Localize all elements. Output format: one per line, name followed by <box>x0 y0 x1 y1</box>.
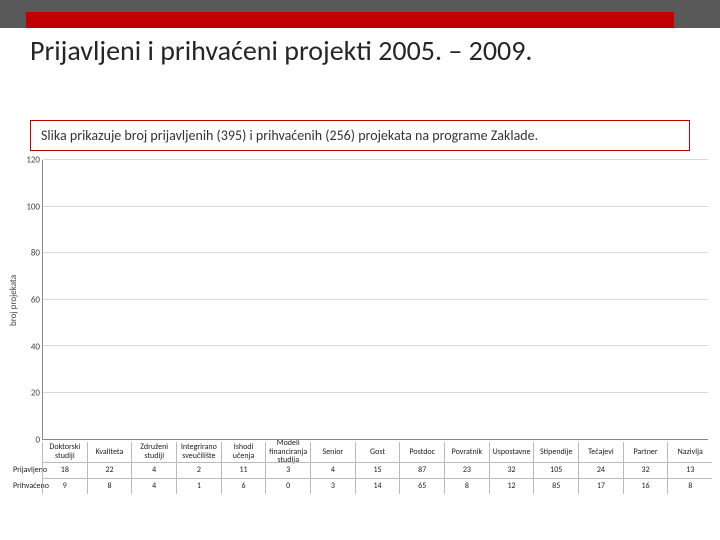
cell-prihvaceno: 8 <box>445 478 489 494</box>
gridline <box>43 392 708 393</box>
category-header: Stipendije <box>534 442 578 462</box>
cell-prijavljeno: 87 <box>400 462 444 478</box>
cell-prihvaceno: 9 <box>43 478 87 494</box>
cell-prijavljeno: 13 <box>668 462 712 478</box>
gridline <box>43 252 708 253</box>
cell-prihvaceno: 12 <box>490 478 534 494</box>
gridline <box>43 206 708 207</box>
table-column: Stipendije10585 <box>533 442 578 494</box>
cell-prijavljeno: 23 <box>445 462 489 478</box>
accent-stripe <box>26 12 674 28</box>
cell-prihvaceno: 3 <box>311 478 355 494</box>
category-header: Uspostavne <box>490 442 534 462</box>
table-column: Povratnik238 <box>444 442 489 494</box>
category-header: Tečajevi <box>579 442 623 462</box>
cell-prihvaceno: 8 <box>88 478 132 494</box>
ytick: 60 <box>31 295 40 306</box>
cell-prihvaceno: 6 <box>222 478 266 494</box>
category-header: Gost <box>356 442 400 462</box>
cell-prijavljeno: 4 <box>311 462 355 478</box>
cell-prihvaceno: 14 <box>356 478 400 494</box>
ytick: 0 <box>35 435 40 446</box>
ytick: 100 <box>26 201 40 212</box>
category-header: Kvaliteta <box>88 442 132 462</box>
cell-prijavljeno: 15 <box>356 462 400 478</box>
table-column: Kvaliteta228 <box>87 442 132 494</box>
table-column: Uspostavne3212 <box>489 442 534 494</box>
table-column: Postdoc8765 <box>399 442 444 494</box>
ytick: 120 <box>26 155 40 166</box>
cell-prijavljeno: 4 <box>132 462 176 478</box>
cell-prihvaceno: 85 <box>534 478 578 494</box>
table-column: Tečajevi2417 <box>578 442 623 494</box>
category-header: Integrirano sveučilište <box>177 442 221 462</box>
table-column: Ishodi učenja116 <box>221 442 266 494</box>
cell-prijavljeno: 105 <box>534 462 578 478</box>
chart-area: broj projekata 020406080100120 Prijavlje… <box>8 160 712 532</box>
category-header: Doktorski studiji <box>43 442 87 462</box>
ytick: 40 <box>31 341 40 352</box>
page-title: Prijavljeni i prihvaćeni projekti 2005. … <box>30 36 690 67</box>
table-column: Integrirano sveučilište21 <box>176 442 221 494</box>
category-header: Povratnik <box>445 442 489 462</box>
cell-prijavljeno: 11 <box>222 462 266 478</box>
category-header: Senior <box>311 442 355 462</box>
category-header: Združeni studiji <box>132 442 176 462</box>
y-axis-label: broj projekata <box>8 160 24 440</box>
category-header: Nazivlja <box>668 442 712 462</box>
category-header: Modeli financiranja studija <box>266 442 310 462</box>
cell-prihvaceno: 16 <box>624 478 668 494</box>
table-column: Nazivlja138 <box>667 442 712 494</box>
table-column: Doktorski studiji189 <box>42 442 87 494</box>
cell-prihvaceno: 4 <box>132 478 176 494</box>
table-column: Partner3216 <box>623 442 668 494</box>
legend-series-a: Prijavljeno <box>8 462 42 478</box>
category-header: Ishodi učenja <box>222 442 266 462</box>
cell-prihvaceno: 8 <box>668 478 712 494</box>
cell-prijavljeno: 22 <box>88 462 132 478</box>
cell-prihvaceno: 17 <box>579 478 623 494</box>
cell-prijavljeno: 32 <box>624 462 668 478</box>
category-header: Partner <box>624 442 668 462</box>
cell-prihvaceno: 65 <box>400 478 444 494</box>
category-header: Postdoc <box>400 442 444 462</box>
cell-prijavljeno: 3 <box>266 462 310 478</box>
data-table: Prijavljeno Prihvaćeno Doktorski studiji… <box>8 442 712 494</box>
cell-prijavljeno: 18 <box>43 462 87 478</box>
table-column: Modeli financiranja studija30 <box>265 442 310 494</box>
cell-prijavljeno: 32 <box>490 462 534 478</box>
ytick: 20 <box>31 388 40 399</box>
top-band <box>0 0 720 28</box>
chart-caption: Slika prikazuje broj prijavljenih (395) … <box>30 120 690 151</box>
legend-series-b: Prihvaćeno <box>8 478 42 494</box>
table-column: Združeni studiji44 <box>131 442 176 494</box>
cell-prihvaceno: 0 <box>266 478 310 494</box>
y-axis-ticks: 020406080100120 <box>24 160 42 440</box>
cell-prijavljeno: 24 <box>579 462 623 478</box>
cell-prijavljeno: 2 <box>177 462 221 478</box>
table-column: Senior43 <box>310 442 355 494</box>
table-column: Gost1514 <box>355 442 400 494</box>
gridline <box>43 299 708 300</box>
ytick: 80 <box>31 248 40 259</box>
gridline <box>43 159 708 160</box>
cell-prihvaceno: 1 <box>177 478 221 494</box>
plot-region <box>42 160 708 440</box>
gridline <box>43 345 708 346</box>
